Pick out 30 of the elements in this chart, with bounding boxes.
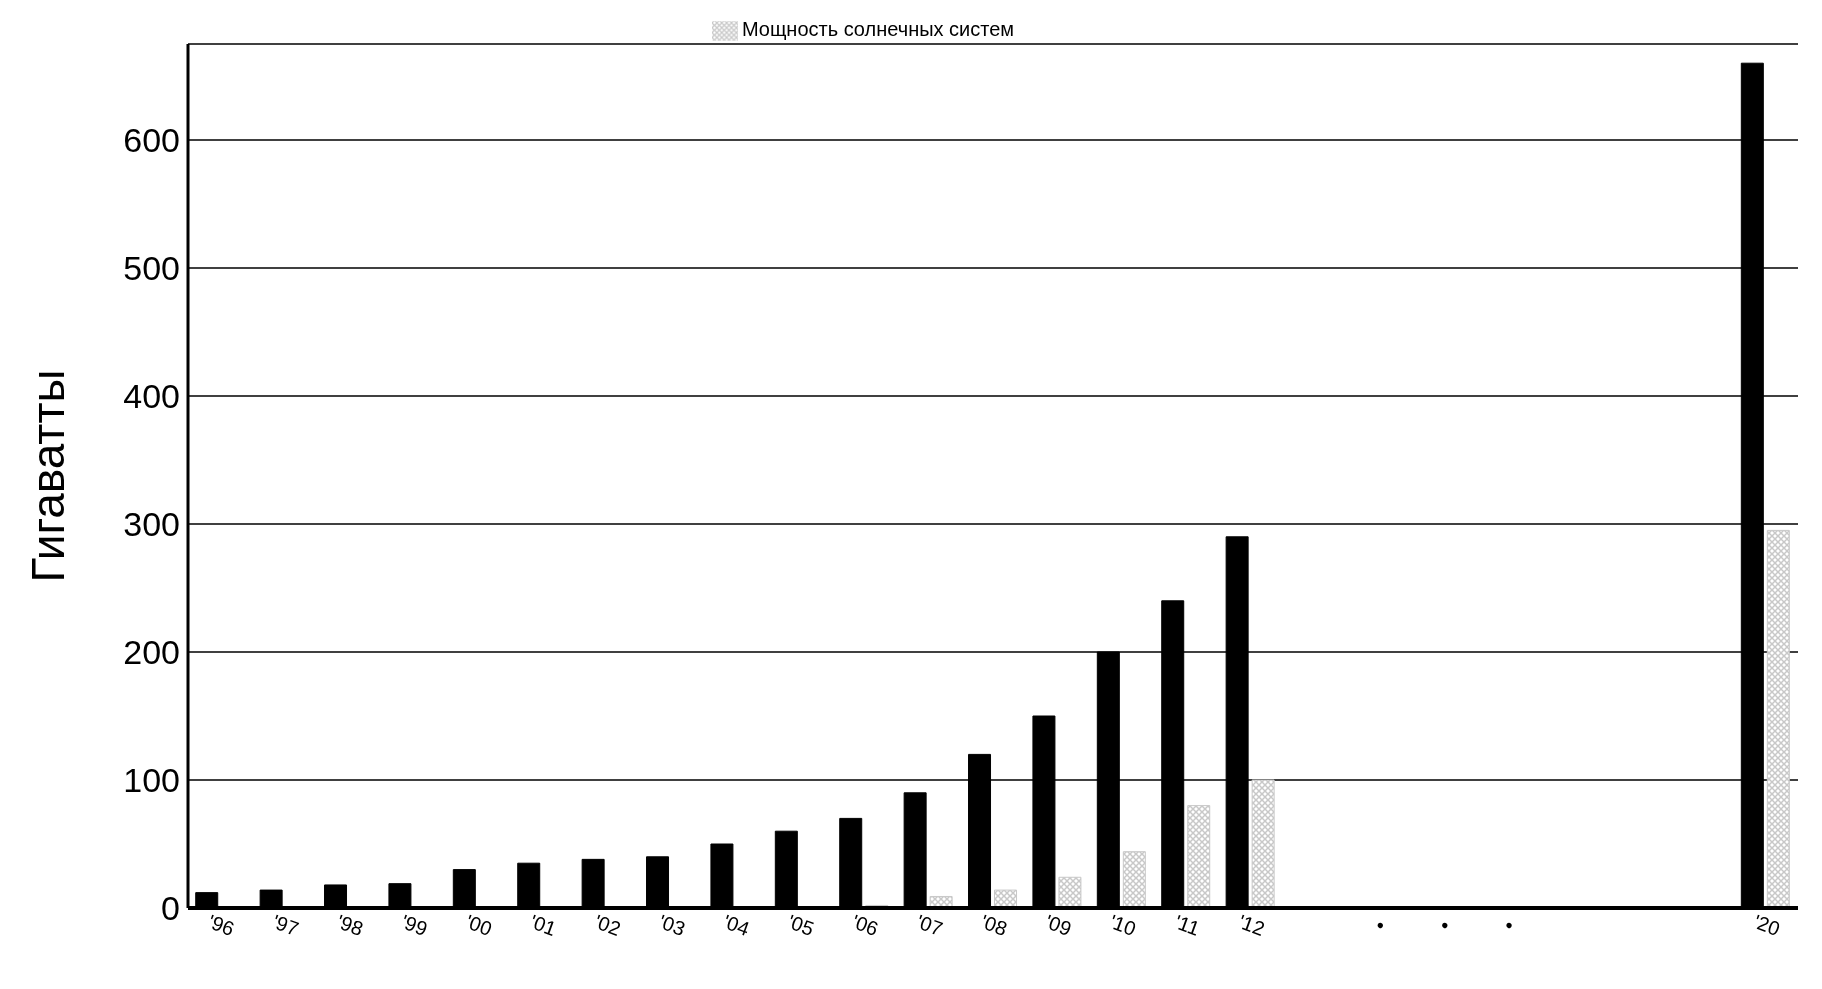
x-tick-label: '05 [784,910,817,940]
x-tick-label: '01 [527,910,560,940]
legend-label: Мощность солнечных систем [741,18,1015,41]
y-tick-label: 300 [123,505,180,544]
x-tick-label: '07 [913,910,946,940]
y-tick-label: 100 [123,761,180,800]
y-tick-label: 0 [161,889,180,928]
x-tick-label: • [1502,913,1517,937]
x-tick-label: '00 [462,910,495,940]
y-tick-label: 400 [123,377,180,416]
x-tick-label: '99 [398,910,431,940]
x-tick-label: '20 [1750,910,1783,940]
x-tick-label: '10 [1106,910,1139,940]
x-tick-label: '11 [1171,910,1203,940]
x-tick-label: • [1373,913,1388,937]
y-tick-label: 200 [123,633,180,672]
x-tick-label: '97 [269,910,302,940]
x-tick-label: '06 [849,910,882,940]
x-tick-label: '04 [720,910,753,940]
y-axis-title: Гигаватты [22,369,75,583]
x-tick-label: '03 [656,910,689,940]
x-tick-label: '98 [334,910,367,940]
x-tick-label: '09 [1042,910,1075,940]
x-tick-label: • [1437,913,1452,937]
x-tick-label: '08 [978,910,1011,940]
x-tick-label: '96 [205,910,238,940]
x-tick-label: '12 [1235,910,1268,940]
x-tick-label: '02 [591,910,624,940]
y-tick-label: 500 [123,249,180,288]
y-tick-label: 600 [123,121,180,160]
